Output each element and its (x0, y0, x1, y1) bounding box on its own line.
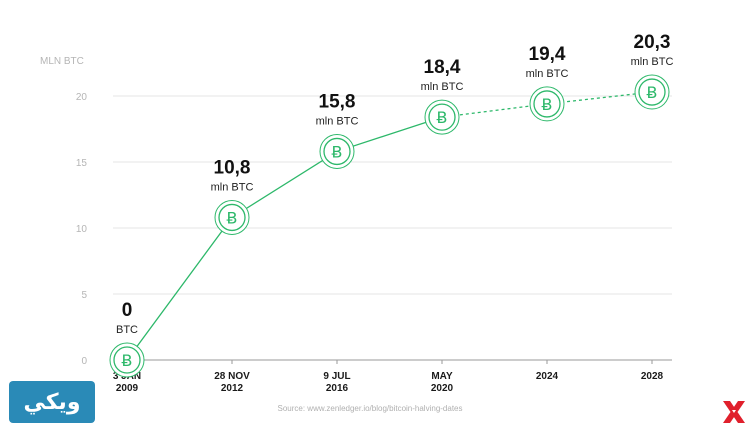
svg-text:Ƀ: Ƀ (647, 83, 658, 102)
y-tick-label: 0 (81, 356, 87, 367)
data-label-value: 20,3 (634, 32, 671, 53)
x-tick-label: 2020 (431, 383, 454, 394)
data-label-value: 18,4 (424, 57, 461, 78)
data-label-unit: mln BTC (316, 115, 359, 127)
x-tick-label: 2028 (641, 371, 664, 382)
bitcoin-icon: Ƀ (109, 342, 145, 378)
x-tick-label: 2012 (221, 383, 244, 394)
y-tick-label: 20 (76, 92, 88, 103)
data-label-unit: mln BTC (631, 56, 674, 68)
data-labels: 0 BTC 10,8 mln BTC 15,8 mln BTC 18,4 mln BTC 19,… (116, 32, 673, 336)
y-ticks: 0 5 10 15 20 (76, 92, 88, 367)
y-axis-label: MLN BTC (40, 56, 84, 67)
data-label-unit: mln BTC (526, 68, 569, 80)
svg-text:Ƀ: Ƀ (437, 108, 448, 127)
source-note: Source: www.zenledger.io/blog/bitcoin-ha… (278, 404, 463, 413)
x-logo-icon (719, 397, 749, 427)
y-tick-label: 15 (76, 158, 88, 169)
data-label-unit: mln BTC (211, 181, 254, 193)
x-tick-label: 28 NOV (214, 371, 250, 382)
series-line-actual (126, 116, 443, 361)
svg-text:Ƀ: Ƀ (332, 142, 343, 161)
x-tick-label: 2024 (536, 371, 559, 382)
x-tick-label: 2009 (116, 383, 139, 394)
x-tick-label: MAY (431, 371, 453, 382)
data-label-value: 0 (122, 300, 133, 321)
bitcoin-icon: Ƀ (319, 133, 355, 169)
svg-text:Ƀ: Ƀ (542, 95, 553, 114)
data-label-unit: BTC (116, 324, 138, 336)
logo-text: ويكي (23, 389, 81, 415)
series-lines (126, 91, 653, 361)
y-tick-label: 5 (81, 290, 87, 301)
series-line-projected (441, 91, 653, 118)
svg-text:Ƀ: Ƀ (227, 208, 238, 227)
bitcoin-icon: Ƀ (214, 199, 250, 235)
y-tick-label: 10 (76, 224, 88, 235)
bitcoin-icon: Ƀ (634, 74, 670, 110)
data-label-value: 15,8 (319, 91, 356, 112)
data-label-unit: mln BTC (421, 81, 464, 93)
bitcoin-icon: Ƀ (424, 99, 460, 135)
svg-text:Ƀ: Ƀ (122, 351, 133, 370)
x-tick-label: 9 JUL (323, 371, 350, 382)
data-label-value: 10,8 (214, 157, 251, 178)
grid (113, 95, 672, 361)
markers: Ƀ Ƀ Ƀ Ƀ Ƀ Ƀ (109, 74, 670, 378)
x-tick-label: 2016 (326, 383, 349, 394)
data-label-value: 19,4 (529, 44, 566, 65)
bitcoin-icon: Ƀ (529, 86, 565, 122)
wiki-logo-icon: ويكي (9, 381, 95, 423)
